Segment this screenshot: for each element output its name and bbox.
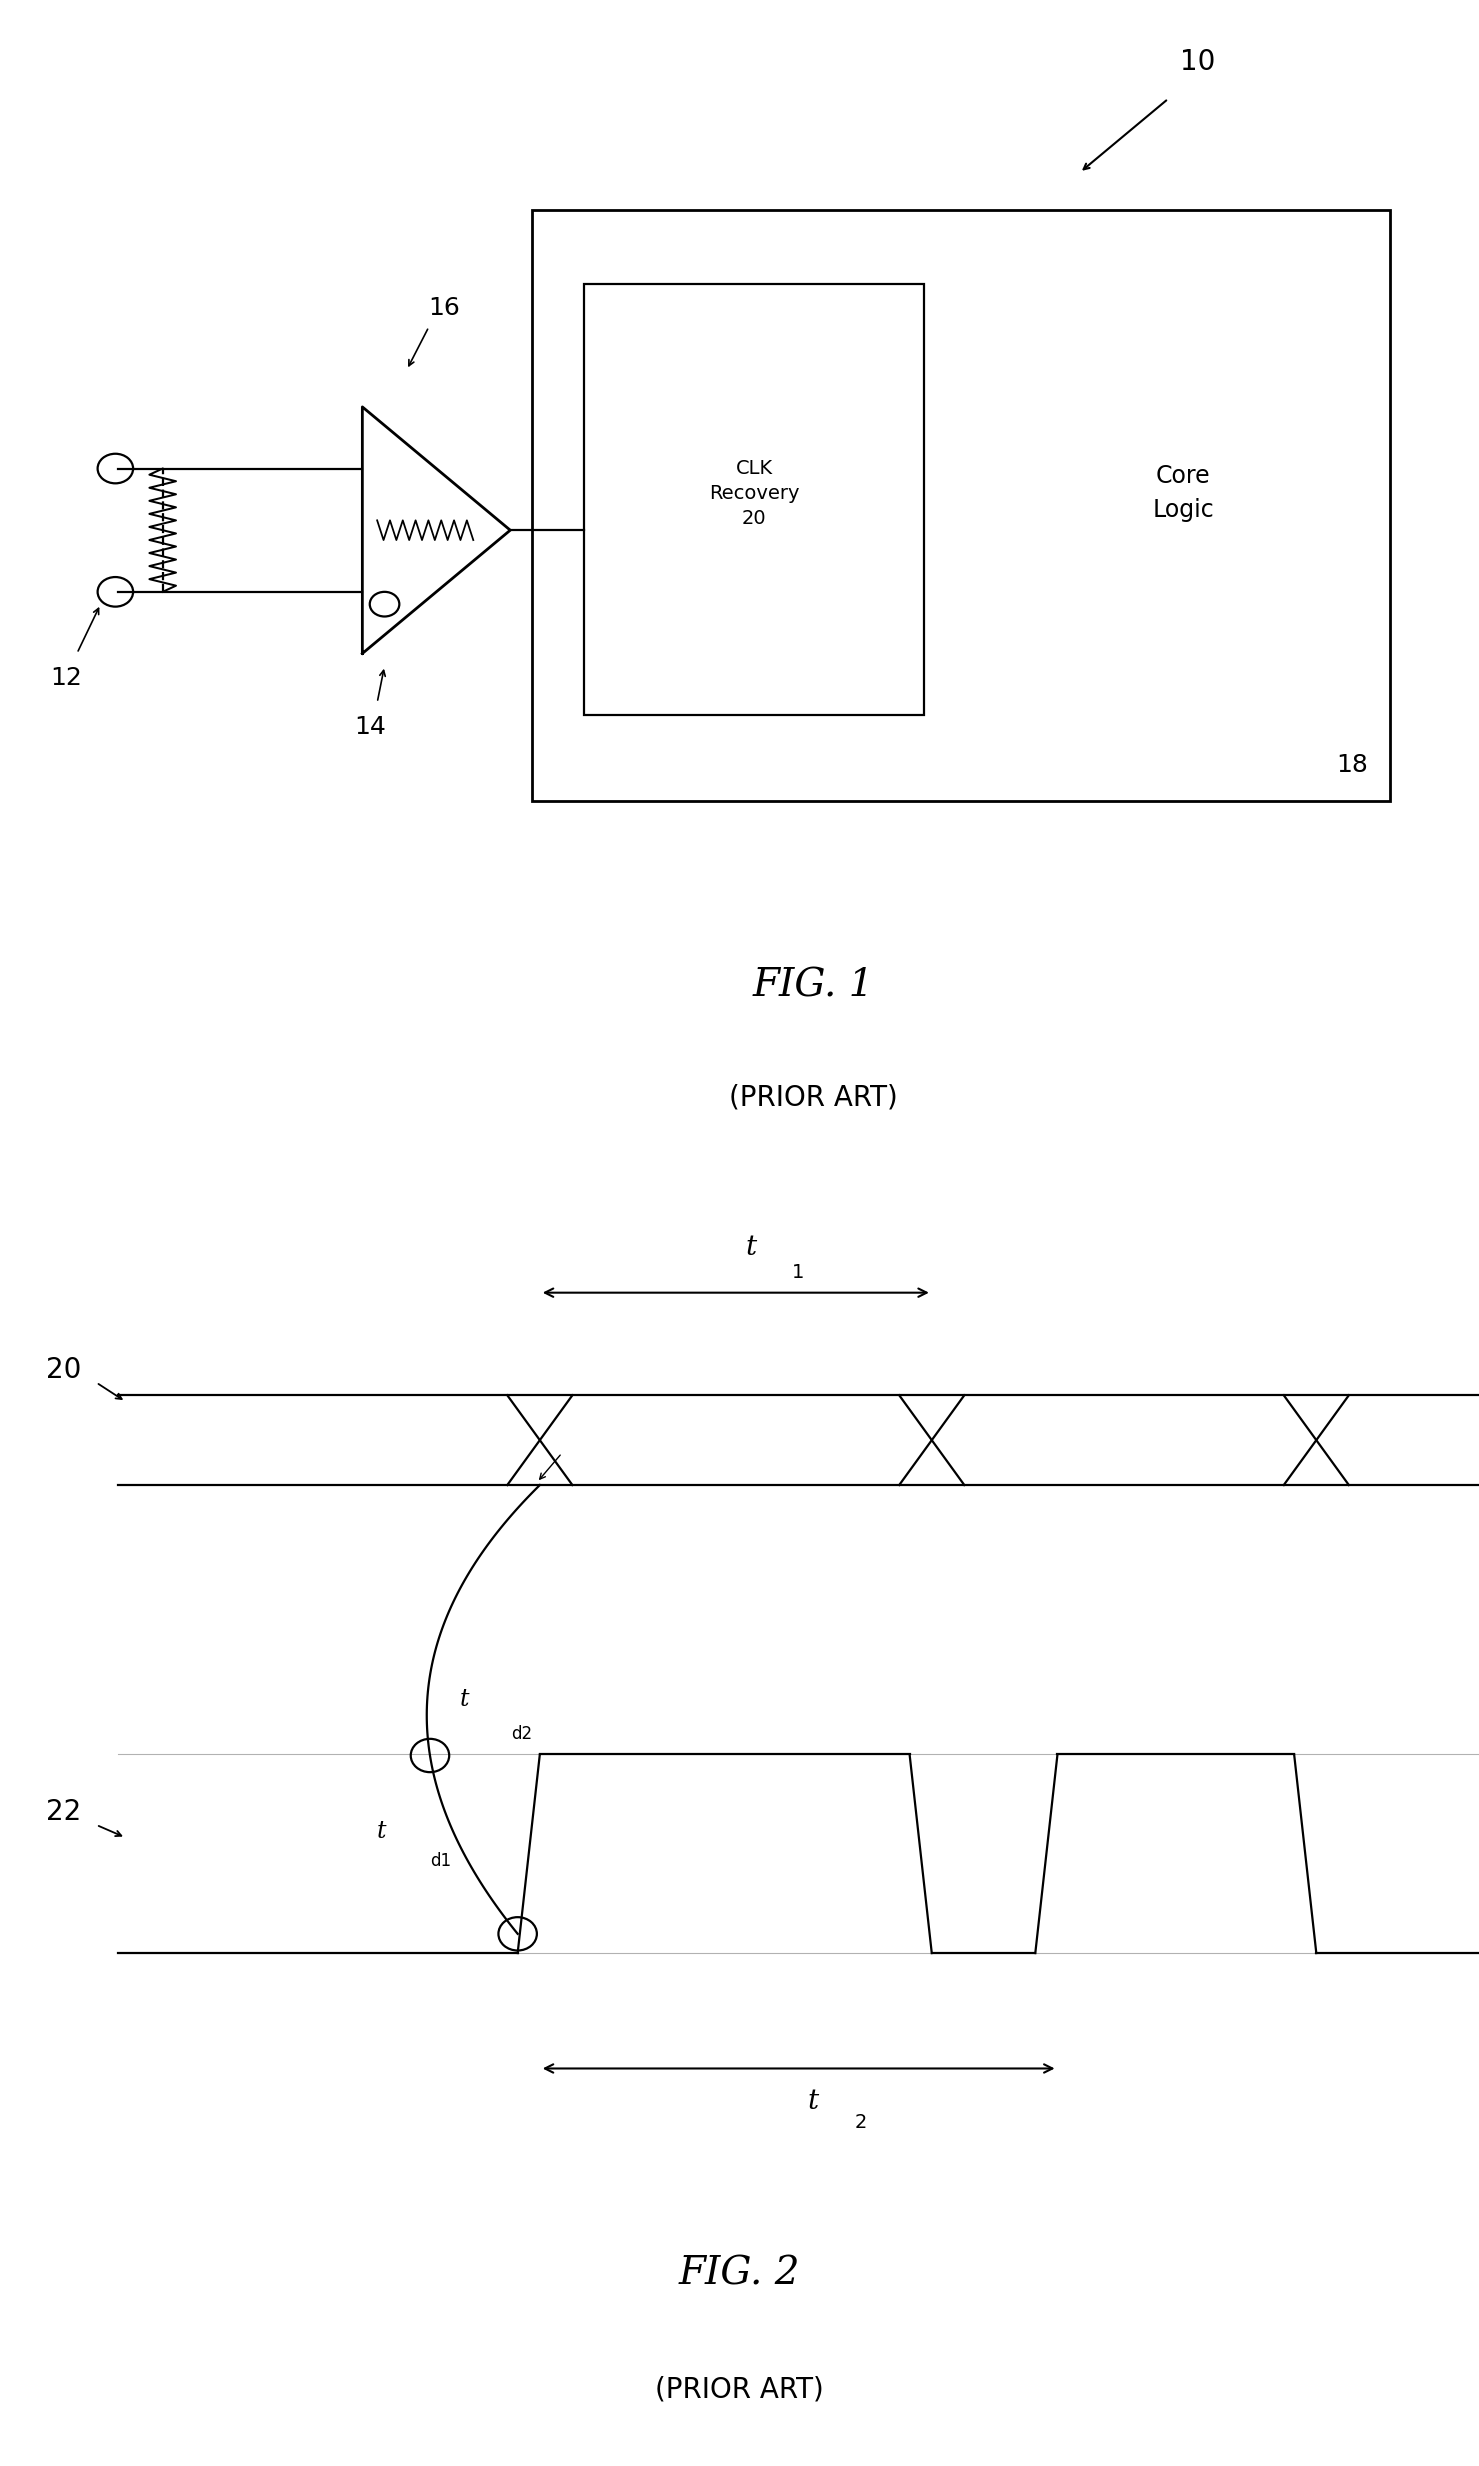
- Text: t: t: [377, 1820, 386, 1842]
- Text: 18: 18: [1336, 752, 1368, 777]
- Text: CLK
Recovery
20: CLK Recovery 20: [708, 459, 800, 528]
- Text: FIG. 1: FIG. 1: [753, 967, 874, 1006]
- Text: 20: 20: [46, 1356, 81, 1383]
- Text: 10: 10: [1180, 47, 1216, 76]
- Text: (PRIOR ART): (PRIOR ART): [655, 2375, 824, 2402]
- Bar: [584, 284, 924, 715]
- Text: d2: d2: [512, 1724, 532, 1743]
- Text: 1: 1: [791, 1263, 805, 1282]
- Text: d1: d1: [430, 1852, 451, 1869]
- Text: Core
Logic: Core Logic: [1152, 464, 1214, 523]
- Text: (PRIOR ART): (PRIOR ART): [729, 1083, 898, 1112]
- Text: 16: 16: [427, 296, 460, 321]
- Text: 22: 22: [46, 1798, 81, 1825]
- Bar: [532, 210, 1390, 801]
- Text: 2: 2: [855, 2113, 867, 2133]
- Text: 14: 14: [353, 715, 386, 740]
- Text: t: t: [808, 2089, 819, 2116]
- Text: 12: 12: [50, 666, 83, 690]
- Text: t: t: [460, 1687, 469, 1711]
- Text: t: t: [745, 1233, 756, 1260]
- Text: FIG. 2: FIG. 2: [679, 2254, 800, 2293]
